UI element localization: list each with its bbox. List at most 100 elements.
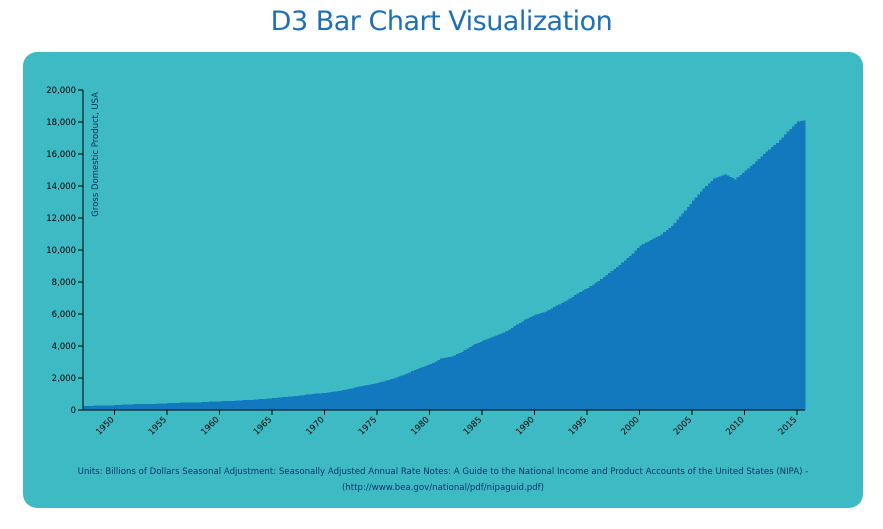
bar [778,140,782,410]
x-tick-label: 1965 [252,415,274,437]
bar [104,405,108,410]
bar [111,405,116,410]
bar [692,200,696,410]
bar [174,402,179,410]
page-title: D3 Bar Chart Visualization [270,6,613,37]
bar [450,356,454,410]
bar [300,395,305,410]
bar [608,272,612,410]
bar [164,403,168,410]
bar [153,403,158,410]
y-tick-label: 10,000 [46,246,76,256]
bar [474,344,478,410]
bar [463,350,467,410]
bar [600,278,604,410]
x-tick-label: 1955 [147,415,169,437]
x-tick-label: 1990 [514,415,536,437]
bar [597,280,601,410]
bar [652,238,656,410]
bar [371,384,376,410]
bar [266,398,271,410]
bar [768,149,772,410]
bar [387,379,391,410]
bar [240,400,244,410]
bar [138,404,142,410]
bar [269,398,273,410]
bar [411,371,415,410]
bar [524,319,528,410]
bar [258,399,263,410]
bar [592,284,596,410]
bar [161,403,165,410]
bar [505,330,509,410]
bar [382,381,386,410]
bar [295,395,299,410]
bar [316,393,320,410]
bar [634,250,638,410]
bar [177,402,181,410]
bar [224,401,228,410]
bar [542,312,546,410]
bar [757,159,761,410]
x-tick-label: 1995 [567,415,589,437]
bar [337,390,341,410]
bar [697,194,701,410]
bar [644,242,649,410]
bar [471,345,475,410]
bar [537,313,541,410]
bar [185,402,189,410]
bar [434,361,439,410]
y-tick-label: 6,000 [52,310,76,320]
bar [264,398,268,410]
bar [167,403,171,410]
bar [366,385,370,410]
bar [626,258,630,410]
bar [579,292,583,410]
bar [723,174,727,410]
bar [379,382,383,410]
bar [169,403,173,410]
y-tick-label: 12,000 [46,214,76,224]
bar [327,392,331,410]
bar [566,300,570,410]
bar [702,188,706,410]
bar [287,396,292,410]
bar [125,404,129,410]
bar [356,387,360,410]
bar [665,230,670,410]
bar [413,370,418,410]
y-tick-label: 20,000 [46,86,76,96]
bar [345,389,349,410]
bar [445,357,449,410]
bar [594,282,599,410]
bar [631,253,635,410]
bar [442,358,446,410]
bar [180,402,184,410]
bar [361,386,365,410]
bar [285,396,289,410]
bar [495,335,499,410]
bar [789,129,793,410]
bar [146,403,150,410]
bar [479,341,483,410]
bar [98,405,102,410]
bar [484,339,488,410]
bar [668,227,672,410]
bar [216,401,221,410]
bar [686,207,691,410]
bar [390,379,394,410]
bar [689,203,693,410]
x-tick-label: 2015 [777,415,799,437]
bar [749,166,754,410]
bar [143,403,147,410]
bar [119,404,123,410]
bar [681,213,685,410]
bar [405,373,410,410]
bar [109,405,113,410]
bar [335,391,339,410]
bar [461,351,465,410]
bar [671,225,675,410]
y-axis-label: Gross Domestic Product, USA [91,92,101,217]
bar [678,216,683,410]
source-notes-line-1: Units: Billions of Dollars Seasonal Adju… [77,467,809,477]
